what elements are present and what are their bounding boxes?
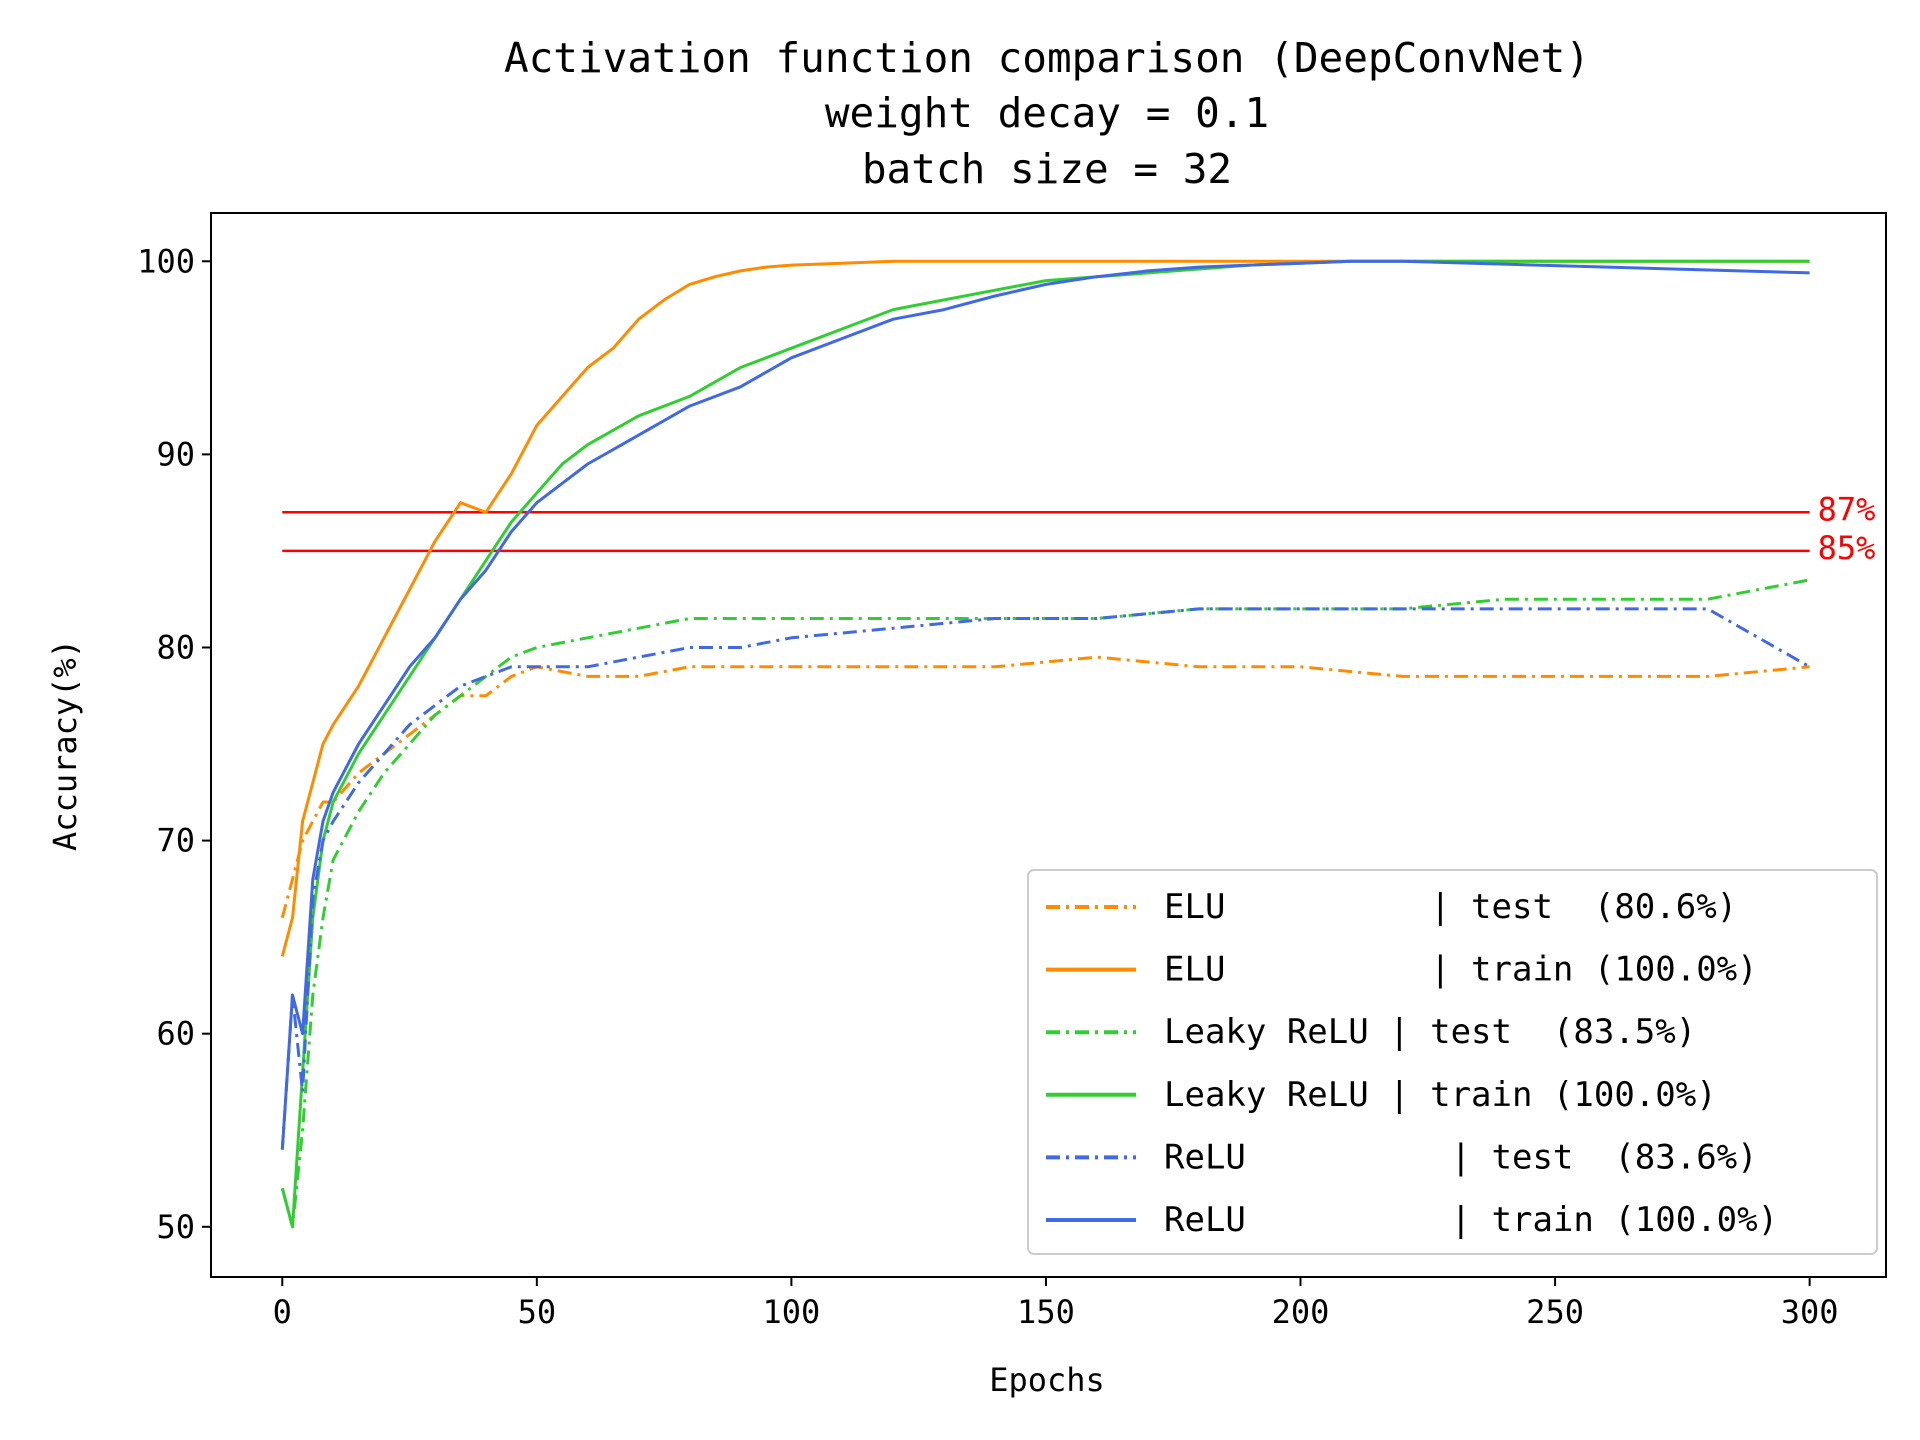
- y-tick-label: 50: [156, 1208, 195, 1246]
- y-tick-label: 70: [156, 822, 195, 860]
- x-tick-label: 50: [518, 1293, 557, 1331]
- chart-title-line-3: batch size = 32: [862, 145, 1232, 193]
- x-tick-label: 250: [1526, 1293, 1584, 1331]
- legend-box: [1027, 869, 1878, 1255]
- x-axis-label: Epochs: [989, 1361, 1105, 1399]
- reference-labels: 87%85%: [1818, 490, 1876, 567]
- series-line-3: [280, 259, 1810, 1229]
- y-tick-label: 100: [137, 242, 195, 280]
- plot-frame: [210, 212, 1887, 1278]
- reference-label-85: 85%: [1818, 529, 1876, 567]
- reference-label-87: 87%: [1818, 490, 1876, 528]
- chart-title-line-1: Activation function comparison (DeepConv…: [504, 34, 1590, 82]
- x-tick-label: 150: [1017, 1293, 1075, 1331]
- legend-label-3: Leaky ReLU | train (100.0%): [1164, 1075, 1717, 1115]
- legend: ELU | test (80.6%) ELU | train (100.0%) Le…: [1027, 869, 1878, 1255]
- series-line-0: [280, 655, 1810, 919]
- legend-label-0: ELU | test (80.6%): [1164, 887, 1737, 927]
- x-tick-label: 0: [273, 1293, 292, 1331]
- x-tick-label: 300: [1781, 1293, 1839, 1331]
- series-line-2: [280, 578, 1810, 1229]
- plot-area: 87%85%: [280, 259, 1876, 1229]
- y-tick-label: 90: [156, 435, 195, 473]
- x-axis-ticks: 0 50 100 150 200 250 300: [273, 1277, 1839, 1331]
- reference-lines: [282, 511, 1810, 553]
- legend-items: ELU | test (80.6%) ELU | train (100.0%) Le…: [1046, 887, 1778, 1240]
- x-tick-label: 100: [762, 1293, 820, 1331]
- legend-label-2: Leaky ReLU | test (83.5%): [1164, 1012, 1696, 1052]
- y-axis-label: Accuracy(%): [46, 639, 84, 851]
- legend-label-4: ReLU | test (83.6%): [1164, 1137, 1758, 1177]
- series-line-5: [280, 259, 1810, 1150]
- legend-label-1: ELU | train (100.0%): [1164, 950, 1758, 990]
- y-tick-label: 60: [156, 1015, 195, 1053]
- legend-label-5: ReLU | train (100.0%): [1164, 1200, 1778, 1240]
- x-tick-label: 200: [1272, 1293, 1330, 1331]
- y-tick-label: 80: [156, 628, 195, 666]
- series-line-4: [280, 607, 1811, 1150]
- series-line-1: [280, 259, 1810, 957]
- series-lines: [280, 259, 1811, 1229]
- chart-title-line-2: weight decay = 0.1: [825, 89, 1269, 137]
- y-axis-ticks: 50 60 70 80 90 100: [137, 242, 211, 1246]
